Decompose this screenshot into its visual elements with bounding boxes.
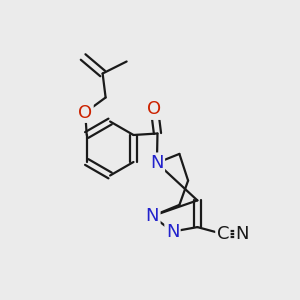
Text: O: O — [147, 100, 161, 118]
Text: C: C — [217, 225, 229, 243]
Text: N: N — [150, 154, 164, 172]
Text: N: N — [236, 225, 249, 243]
Text: N: N — [166, 223, 179, 241]
Text: N: N — [146, 207, 159, 225]
Text: O: O — [78, 103, 92, 122]
